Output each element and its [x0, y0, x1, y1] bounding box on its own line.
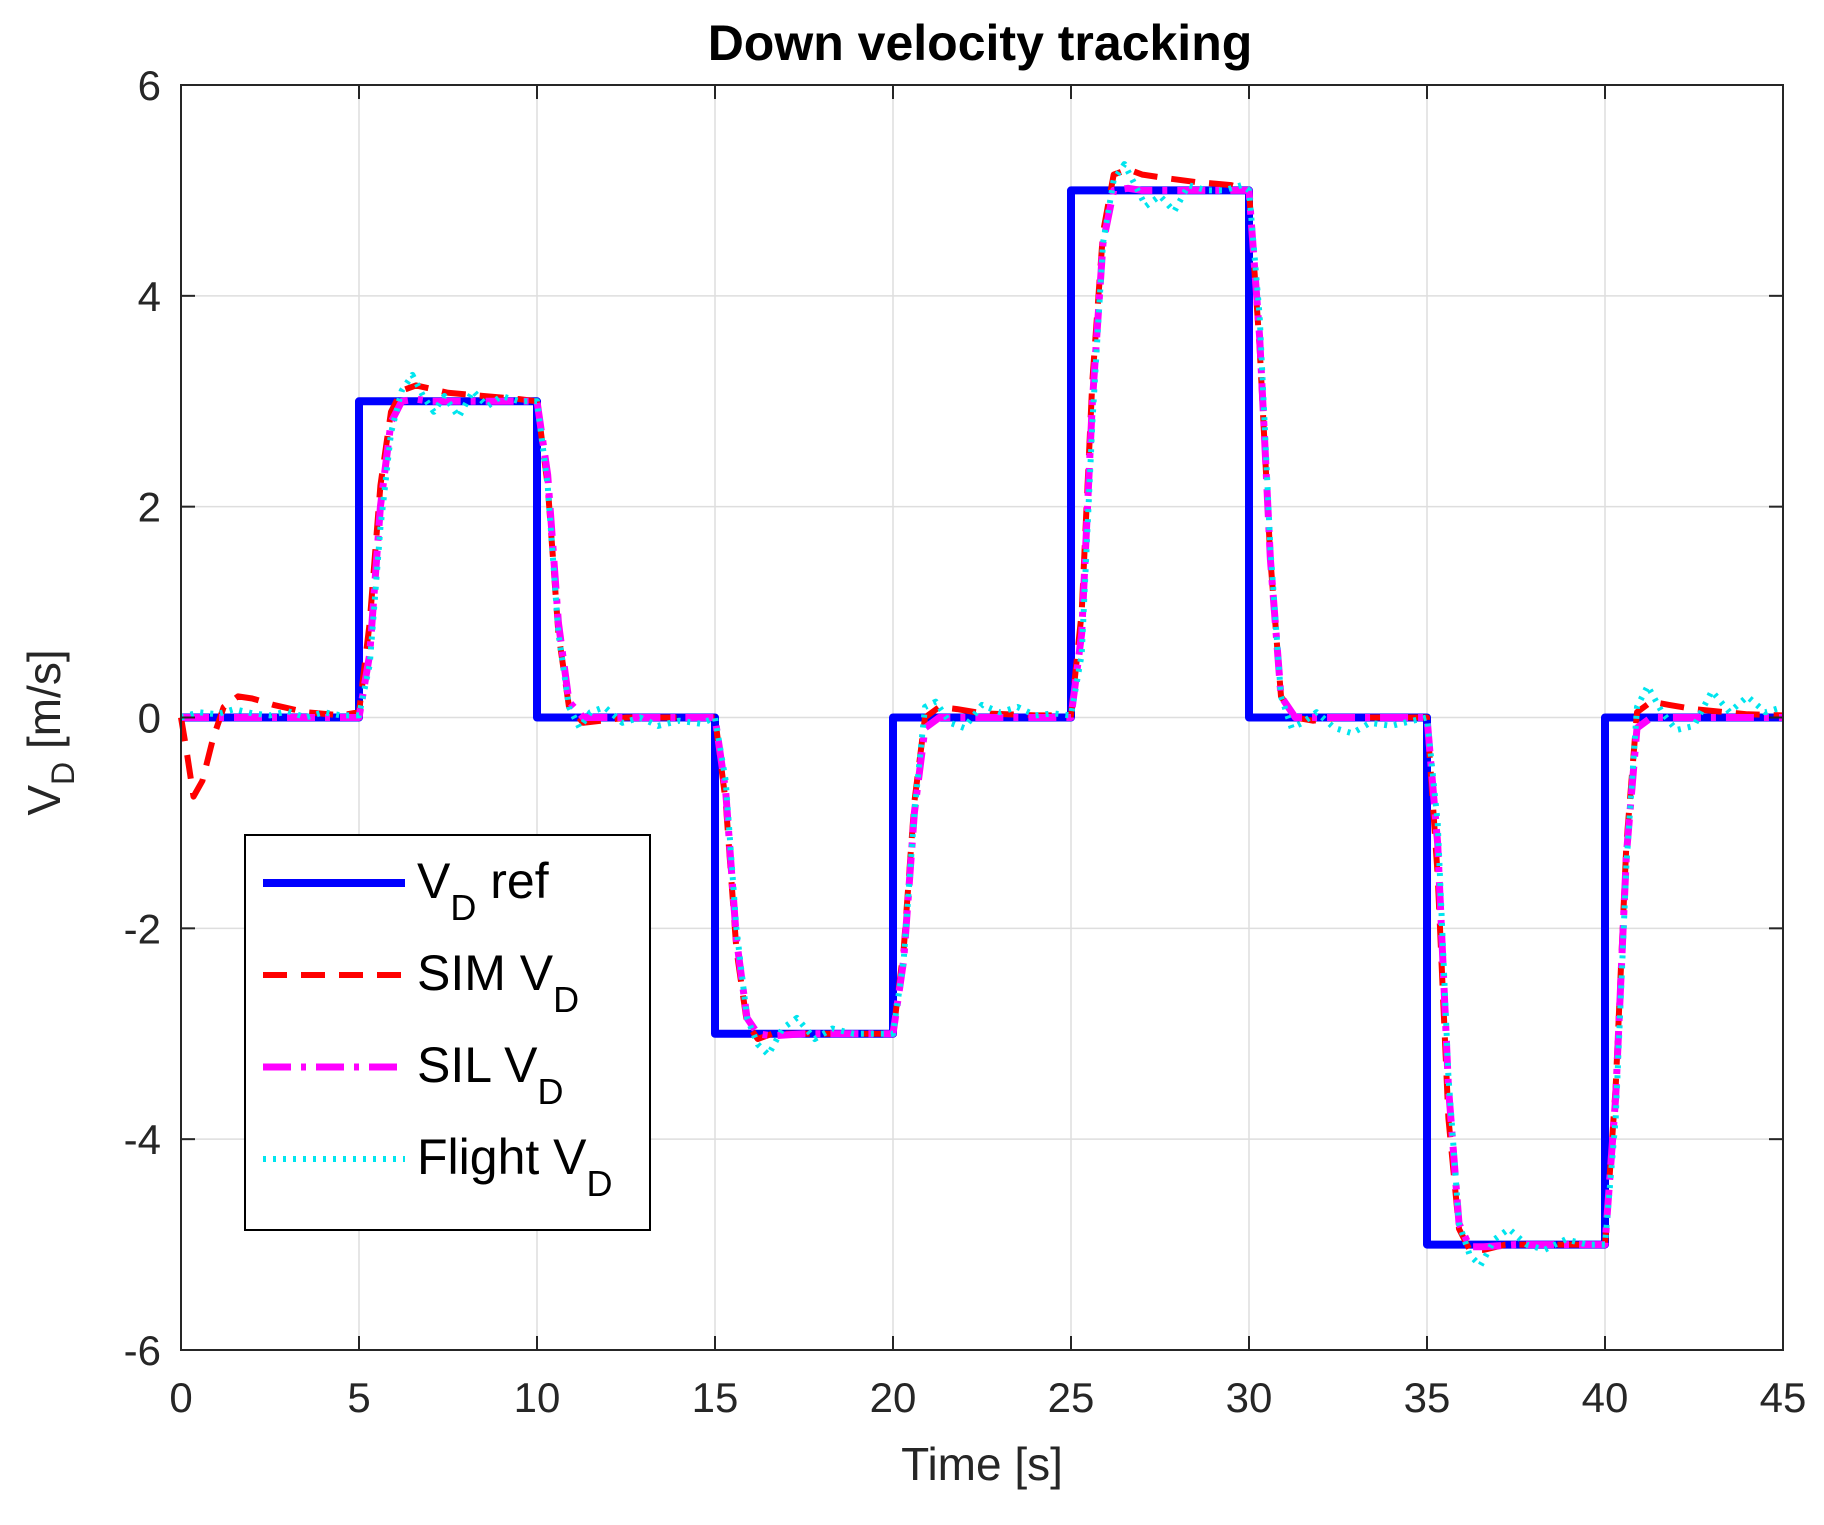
legend-label: VD ref	[417, 853, 549, 928]
x-tick-label: 45	[1760, 1374, 1807, 1421]
legend-label-main: V	[417, 853, 451, 909]
y-axis-label-main: V	[18, 785, 70, 816]
series-group	[178, 161, 1784, 1269]
x-tick-label: 20	[870, 1374, 917, 1421]
y-axis-label-sub: D	[45, 762, 81, 785]
x-tick-label: 0	[169, 1374, 192, 1421]
legend-label: Flight VD	[417, 1129, 613, 1204]
x-tick-label: 15	[692, 1374, 739, 1421]
legend-label-sub: D	[553, 979, 579, 1020]
legend-label-main: SIL V	[417, 1037, 538, 1093]
legend-label-sub: D	[587, 1163, 613, 1204]
y-tick-label: -2	[124, 905, 161, 952]
legend-box	[244, 834, 651, 1231]
legend-label-main: Flight V	[417, 1129, 587, 1185]
y-tick-label: -4	[124, 1116, 161, 1163]
y-axis-label: VD [m/s]	[18, 649, 81, 815]
y-axis-label-unit: [m/s]	[18, 649, 70, 761]
x-tick-label: 30	[1226, 1374, 1273, 1421]
x-tick-label: 25	[1048, 1374, 1095, 1421]
x-tick-label: 10	[514, 1374, 561, 1421]
legend-label-sub: D	[537, 1071, 563, 1112]
x-tick-label: 40	[1582, 1374, 1629, 1421]
legend-label-suffix: ref	[476, 853, 548, 909]
y-tick-label: 6	[138, 62, 161, 109]
chart-title: Down velocity tracking	[708, 15, 1253, 71]
legend-label-sub: D	[450, 887, 476, 928]
x-tick-label: 5	[347, 1374, 370, 1421]
y-tick-label: -6	[124, 1327, 161, 1374]
series-line-dotted	[180, 161, 1784, 1269]
y-tick-label: 4	[138, 273, 161, 320]
series-line-dashdot	[181, 184, 1783, 1251]
legend-label-main: SIM V	[417, 945, 554, 1001]
y-tick-label: 0	[138, 695, 161, 742]
x-axis-label: Time [s]	[901, 1438, 1063, 1490]
y-tick-label: 2	[138, 484, 161, 531]
ticks: 0 5 10 15 20 25 30 35 40 45 -6 -4 -2 0 2 4 6	[124, 62, 1807, 1421]
x-tick-label: 35	[1404, 1374, 1451, 1421]
legend-label: SIM VD	[417, 945, 579, 1020]
legend-label: SIL VD	[417, 1037, 563, 1112]
